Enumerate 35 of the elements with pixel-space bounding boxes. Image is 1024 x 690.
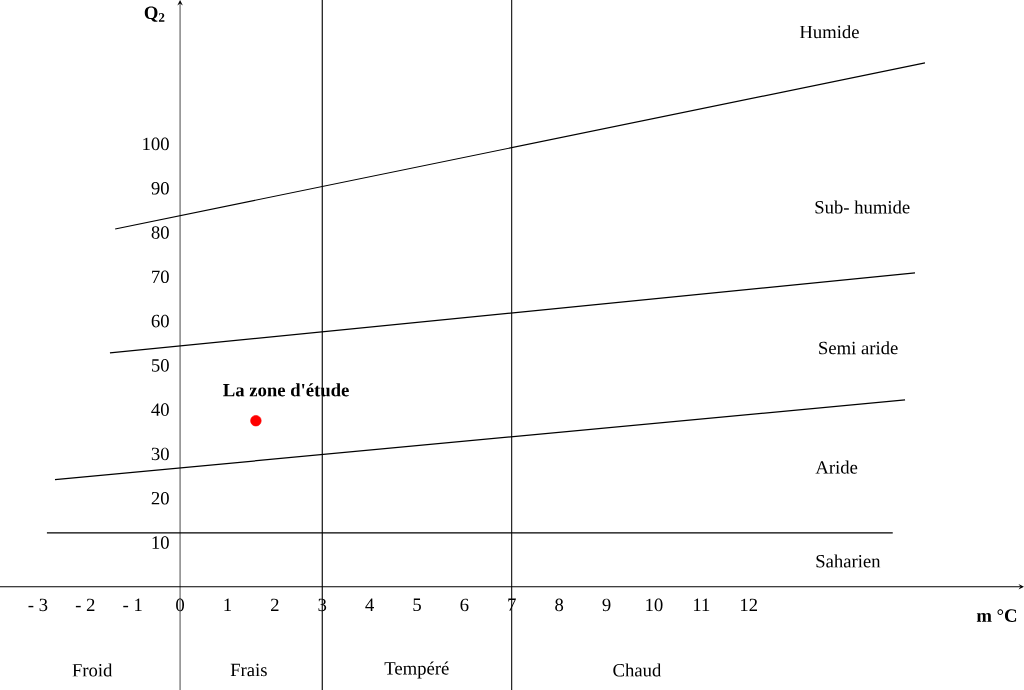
x-tick-label: - 1 — [123, 598, 142, 611]
y-tick-label: 90 — [151, 181, 169, 195]
x-tick-label: 0 — [176, 598, 185, 612]
x-tick-label: 6 — [460, 598, 469, 612]
x-tick-label: 1 — [224, 598, 232, 611]
x-tick-label: - 2 — [75, 598, 95, 611]
y-tick-label: 100 — [143, 137, 169, 151]
x-tick-label: 8 — [555, 598, 564, 612]
x-tick-label: 9 — [602, 598, 611, 612]
x-tick-label: 10 — [646, 598, 663, 612]
annotation: Sub- humide — [815, 200, 910, 214]
x-tick-label: 2 — [270, 598, 279, 611]
y-tick-label: 60 — [151, 314, 169, 328]
annotation: Humide — [799, 25, 859, 39]
x-tick-label: 12 — [741, 598, 757, 611]
annotation: Chaud — [613, 663, 662, 677]
annotation: Semi aride — [819, 341, 898, 355]
annotation: Frais — [230, 663, 267, 677]
y-tick-label: 50 — [152, 359, 169, 372]
x-axis-title: m °C — [976, 609, 1017, 622]
annotation: Froid — [72, 663, 113, 677]
y-tick-label: 80 — [151, 226, 169, 239]
y-tick-label: 10 — [152, 536, 169, 549]
x-tick-label: - 3 — [28, 598, 48, 612]
x-tick-label: 5 — [413, 598, 421, 612]
annotation: Aride — [815, 460, 858, 474]
x-tick-label: 4 — [365, 598, 374, 611]
annotation: Tempéré — [384, 661, 449, 679]
y-axis-title: Q$_{2}$ — [144, 6, 165, 22]
x-tick-label: 11 — [693, 598, 710, 611]
y-tick-label: 40 — [151, 403, 169, 416]
annotation: Saharien — [816, 554, 881, 568]
y-tick-label: 20 — [151, 491, 169, 505]
y-tick-label: 30 — [151, 447, 169, 461]
y-tick-label: 70 — [152, 270, 169, 284]
